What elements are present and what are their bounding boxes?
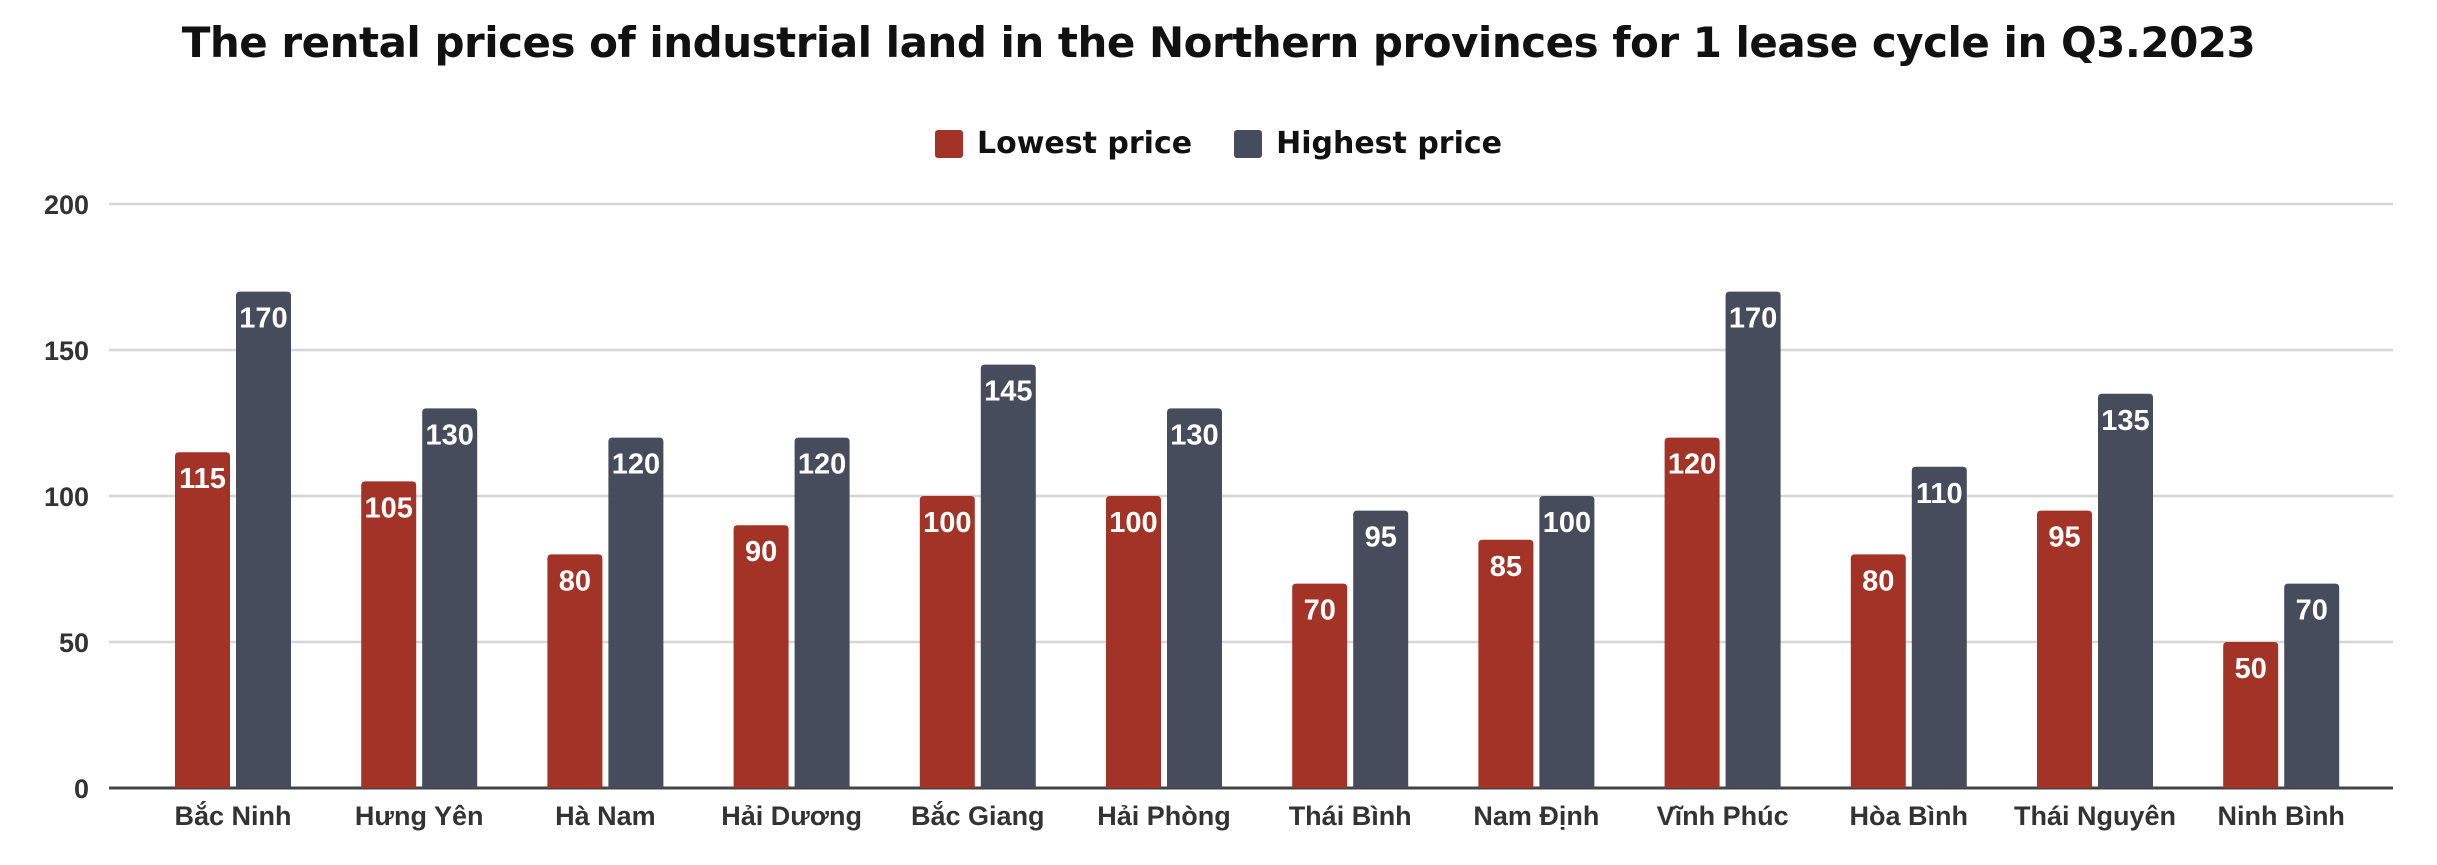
data-label: 95: [1365, 522, 1397, 554]
y-tick-label: 0: [74, 774, 89, 804]
data-label: 100: [1109, 507, 1157, 539]
x-tick-label: Hải Dương: [721, 801, 862, 831]
data-label: 100: [923, 507, 971, 539]
x-tick-label: Hà Nam: [555, 801, 656, 831]
bar: [1167, 408, 1222, 788]
data-label: 80: [1862, 565, 1894, 597]
legend-item-lowest[interactable]: Lowest price: [934, 126, 1193, 161]
data-label: 90: [745, 536, 777, 568]
legend-swatch-highest: [1234, 129, 1263, 158]
bar: [1539, 496, 1595, 788]
data-label: 170: [1729, 303, 1777, 335]
bar: [2223, 642, 2279, 788]
data-label: 120: [612, 449, 660, 481]
data-label: 130: [1170, 419, 1218, 451]
bar: [1911, 466, 1967, 788]
data-label: 70: [1304, 595, 1336, 627]
data-label: 95: [2048, 522, 2080, 554]
x-tick-label: Hải Phòng: [1097, 801, 1231, 831]
bar: [2098, 393, 2153, 788]
bar: [1353, 510, 1409, 788]
data-label: 170: [239, 303, 287, 335]
chart-title: The rental prices of industrial land in …: [181, 18, 2256, 67]
data-label: 110: [1916, 478, 1963, 510]
x-tick-label: Nam Định: [1473, 801, 1599, 831]
bar: [794, 437, 850, 788]
bar: [2037, 510, 2092, 788]
data-label: 120: [1668, 449, 1716, 481]
bar: [733, 525, 789, 788]
data-label: 80: [559, 565, 591, 597]
x-tick-label: Bắc Ninh: [174, 800, 291, 831]
bar: [1664, 437, 1720, 788]
x-tick-label: Bắc Giang: [911, 800, 1045, 831]
data-label: 135: [2101, 405, 2149, 437]
bar: [236, 291, 291, 788]
data-label: 70: [2296, 595, 2328, 627]
bar: [919, 496, 975, 788]
bar: [2284, 583, 2340, 788]
y-tick-label: 100: [44, 482, 89, 512]
data-label: 145: [984, 376, 1032, 408]
bar: [608, 437, 664, 788]
x-tick-label: Thái Nguyên: [2014, 801, 2176, 831]
data-label: 50: [2235, 653, 2267, 685]
y-tick-label: 50: [59, 628, 89, 658]
legend-swatch-lowest: [934, 129, 963, 158]
bar: [422, 408, 478, 788]
legend-item-highest[interactable]: Highest price: [1234, 126, 1502, 161]
bar: [1850, 554, 1906, 788]
bar: [1106, 496, 1161, 788]
bar: [175, 452, 230, 788]
legend-label-lowest: Lowest price: [976, 126, 1193, 161]
data-label: 120: [798, 449, 846, 481]
data-label: 115: [179, 463, 226, 495]
bar: [547, 554, 603, 788]
data-label: 85: [1490, 551, 1522, 583]
bar: [361, 481, 417, 788]
bar: [1292, 583, 1348, 788]
data-label: 105: [365, 492, 413, 524]
x-tick-label: Vĩnh Phúc: [1657, 801, 1789, 831]
bar: [980, 364, 1036, 788]
bar: [1725, 291, 1781, 788]
legend: Lowest price Highest price: [0, 126, 2437, 161]
x-tick-label: Thái Bình: [1289, 801, 1412, 831]
y-tick-label: 200: [44, 190, 89, 220]
y-tick-label: 150: [44, 336, 89, 366]
x-tick-label: Ninh Bình: [2217, 801, 2344, 831]
bar: [1478, 539, 1534, 788]
legend-label-highest: Highest price: [1276, 126, 1503, 161]
data-label: 100: [1543, 507, 1591, 539]
x-tick-label: Hưng Yên: [355, 801, 484, 831]
data-label: 130: [426, 419, 474, 451]
x-tick-label: Hòa Bình: [1850, 801, 1969, 831]
